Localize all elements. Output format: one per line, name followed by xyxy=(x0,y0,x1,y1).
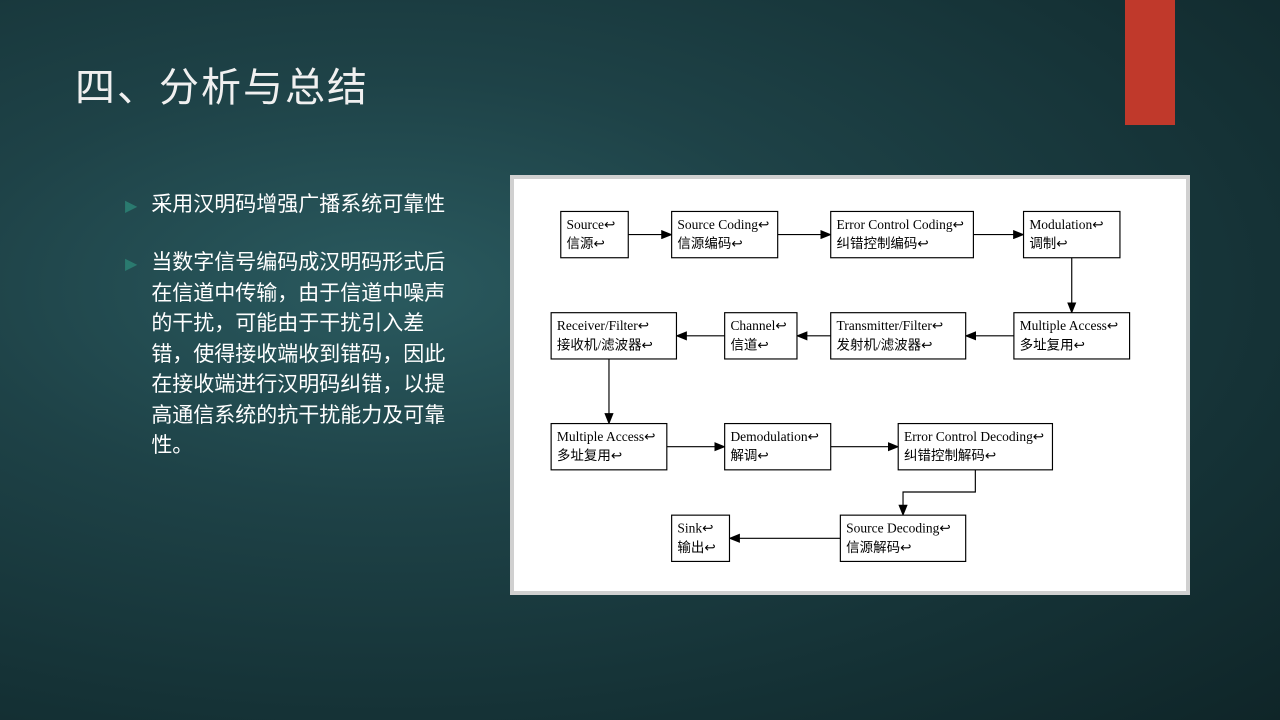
svg-text:Multiple Access↩: Multiple Access↩ xyxy=(1020,318,1119,333)
svg-text:Sink↩: Sink↩ xyxy=(677,521,713,536)
svg-text:Error Control Decoding↩: Error Control Decoding↩ xyxy=(904,429,1044,444)
svg-text:Source Decoding↩: Source Decoding↩ xyxy=(846,521,951,536)
svg-text:Modulation↩: Modulation↩ xyxy=(1029,217,1103,232)
bullet-text: 采用汉明码增强广播系统可靠性 xyxy=(151,190,465,220)
svg-text:Channel↩: Channel↩ xyxy=(730,318,786,333)
svg-text:Demodulation↩: Demodulation↩ xyxy=(730,429,818,444)
svg-text:Source Coding↩: Source Coding↩ xyxy=(677,217,769,232)
svg-text:Multiple Access↩: Multiple Access↩ xyxy=(557,429,656,444)
svg-text:信道↩: 信道↩ xyxy=(730,337,768,352)
list-item: ▶ 采用汉明码增强广播系统可靠性 xyxy=(125,190,465,220)
svg-text:信源编码↩: 信源编码↩ xyxy=(677,236,742,251)
svg-text:调制↩: 调制↩ xyxy=(1029,236,1067,251)
svg-text:Transmitter/Filter↩: Transmitter/Filter↩ xyxy=(837,318,944,333)
svg-text:纠错控制解码↩: 纠错控制解码↩ xyxy=(904,448,996,463)
bullet-text: 当数字信号编码成汉明码形式后在信道中传输，由于信道中噪声的干扰，可能由于干扰引入… xyxy=(151,248,465,461)
svg-text:Error Control Coding↩: Error Control Coding↩ xyxy=(837,217,964,232)
accent-bar xyxy=(1125,0,1175,125)
page-title: 四、分析与总结 xyxy=(75,55,369,113)
svg-text:多址复用↩: 多址复用↩ xyxy=(557,447,622,463)
flowchart-svg: Source↩ 信源↩ Source Coding↩ 信源编码↩ Error Contr… xyxy=(528,197,1172,573)
svg-text:多址复用↩: 多址复用↩ xyxy=(1020,336,1085,352)
svg-text:解调↩: 解调↩ xyxy=(730,448,768,463)
svg-text:发射机/滤波器↩: 发射机/滤波器↩ xyxy=(837,337,933,352)
svg-text:纠错控制编码↩: 纠错控制编码↩ xyxy=(837,236,929,251)
svg-text:信源↩: 信源↩ xyxy=(567,236,605,251)
svg-text:输出↩: 输出↩ xyxy=(677,540,715,555)
bullet-list: ▶ 采用汉明码增强广播系统可靠性 ▶ 当数字信号编码成汉明码形式后在信道中传输，… xyxy=(125,190,465,490)
svg-text:接收机/滤波器↩: 接收机/滤波器↩ xyxy=(557,336,653,352)
svg-text:信源解码↩: 信源解码↩ xyxy=(846,540,911,555)
flowchart-diagram: Source↩ 信源↩ Source Coding↩ 信源编码↩ Error Contr… xyxy=(510,175,1190,595)
chevron-right-icon: ▶ xyxy=(125,253,137,461)
svg-text:Receiver/Filter↩: Receiver/Filter↩ xyxy=(557,318,649,333)
list-item: ▶ 当数字信号编码成汉明码形式后在信道中传输，由于信道中噪声的干扰，可能由于干扰… xyxy=(125,248,465,461)
svg-text:Source↩: Source↩ xyxy=(567,217,616,232)
chevron-right-icon: ▶ xyxy=(125,195,137,220)
